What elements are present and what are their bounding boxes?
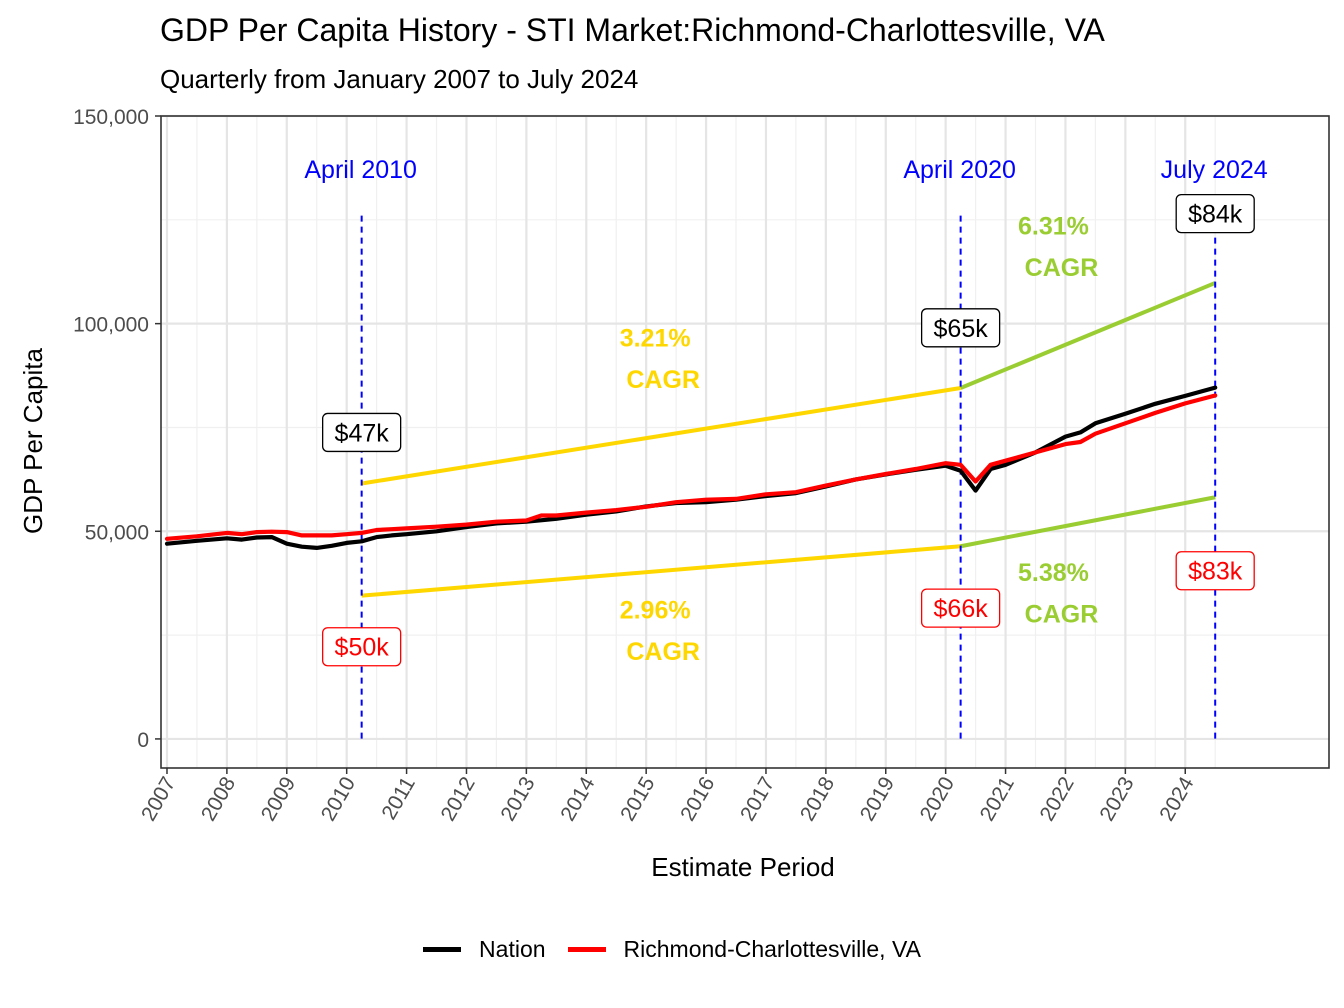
x-tick-label: 2015	[616, 773, 659, 825]
x-tick-label: 2012	[437, 773, 480, 825]
x-tick-label: 2014	[556, 773, 599, 825]
value-label: $47k	[335, 419, 390, 447]
reference-lines-layer	[360, 215, 1217, 739]
y-axis-title: GDP Per Capita	[18, 347, 48, 533]
value-label: $84k	[1188, 201, 1243, 229]
cagr-percent-label: 6.31%	[1018, 212, 1089, 240]
legend-label-nation: Nation	[479, 936, 546, 962]
cagr-trend-line	[361, 544, 961, 598]
cagr-text-label: CAGR	[1025, 601, 1099, 629]
series-layer	[164, 385, 1218, 551]
value-label: $65k	[934, 315, 989, 343]
cagr-text-label: CAGR	[626, 366, 700, 394]
value-label: $50k	[335, 634, 390, 662]
y-tick-label: 150,000	[73, 106, 149, 129]
value-label-box	[920, 588, 1001, 628]
value-label-box	[322, 412, 402, 453]
x-tick-label: 2007	[137, 773, 180, 825]
x-tick-label: 2018	[796, 773, 839, 825]
x-tick-label: 2023	[1095, 773, 1138, 825]
value-label-box	[920, 308, 1001, 348]
trend-layer	[361, 281, 1216, 598]
value-label-box	[322, 627, 402, 667]
reference-line-label: April 2010	[304, 156, 417, 184]
value-label-box	[1175, 193, 1255, 234]
y-tick-label: 100,000	[73, 314, 149, 337]
legend-label-richmond: Richmond-Charlottesville, VA	[623, 936, 921, 962]
cagr-percent-label: 5.38%	[1018, 559, 1089, 587]
chart-title: GDP Per Capita History - STI Market:Rich…	[160, 12, 1105, 48]
x-tick-label: 2017	[736, 773, 779, 825]
reference-line-label: July 2024	[1161, 156, 1268, 184]
legend: Nation Richmond-Charlottesville, VA	[0, 936, 1344, 963]
x-tick-label: 2008	[197, 773, 240, 825]
chart-subtitle: Quarterly from January 2007 to July 2024	[160, 64, 639, 94]
series-line-richmond	[164, 393, 1218, 541]
y-tick-label: 50,000	[85, 521, 149, 544]
value-label: $83k	[1188, 558, 1243, 586]
cagr-text-label: CAGR	[1025, 254, 1099, 282]
x-tick-label: 2022	[1036, 773, 1079, 825]
cagr-percent-label: 3.21%	[620, 324, 691, 352]
x-tick-label: 2024	[1155, 773, 1198, 825]
x-tick-label: 2020	[916, 773, 959, 825]
x-tick-label: 2011	[377, 773, 420, 824]
cagr-text-label: CAGR	[626, 638, 700, 666]
x-tick-label: 2013	[496, 773, 539, 825]
legend-item-richmond: Richmond-Charlottesville, VA	[567, 936, 921, 963]
x-tick-label: 2009	[257, 773, 300, 825]
legend-swatch-richmond	[567, 947, 606, 952]
legend-item-nation: Nation	[423, 936, 546, 963]
x-tick-label: 2019	[856, 773, 899, 825]
cagr-percent-label: 2.96%	[620, 596, 691, 624]
x-tick-label: 2021	[976, 773, 1019, 825]
annotation-layer: 3.21% CAGR 2.96% CAGR 6.31% CAGR 5.38% CAGR Apri…	[304, 156, 1268, 667]
value-label-box	[1175, 551, 1255, 591]
cagr-trend-line	[959, 281, 1216, 390]
cagr-trend-line	[960, 495, 1216, 549]
cagr-trend-line	[361, 386, 961, 486]
legend-swatch-nation	[423, 947, 462, 952]
y-tick-label: 0	[137, 729, 149, 752]
series-line-nation	[164, 385, 1218, 551]
x-axis-title: Estimate Period	[651, 852, 835, 882]
value-label: $66k	[934, 595, 989, 623]
x-tick-label: 2010	[317, 773, 360, 825]
axis-layer: 0 50,000 100,000 150,000 2007 2008 2009 2010 201…	[73, 106, 1330, 825]
reference-line-label: April 2020	[903, 156, 1016, 184]
panel-border	[160, 115, 1330, 769]
x-tick-label: 2016	[676, 773, 719, 825]
